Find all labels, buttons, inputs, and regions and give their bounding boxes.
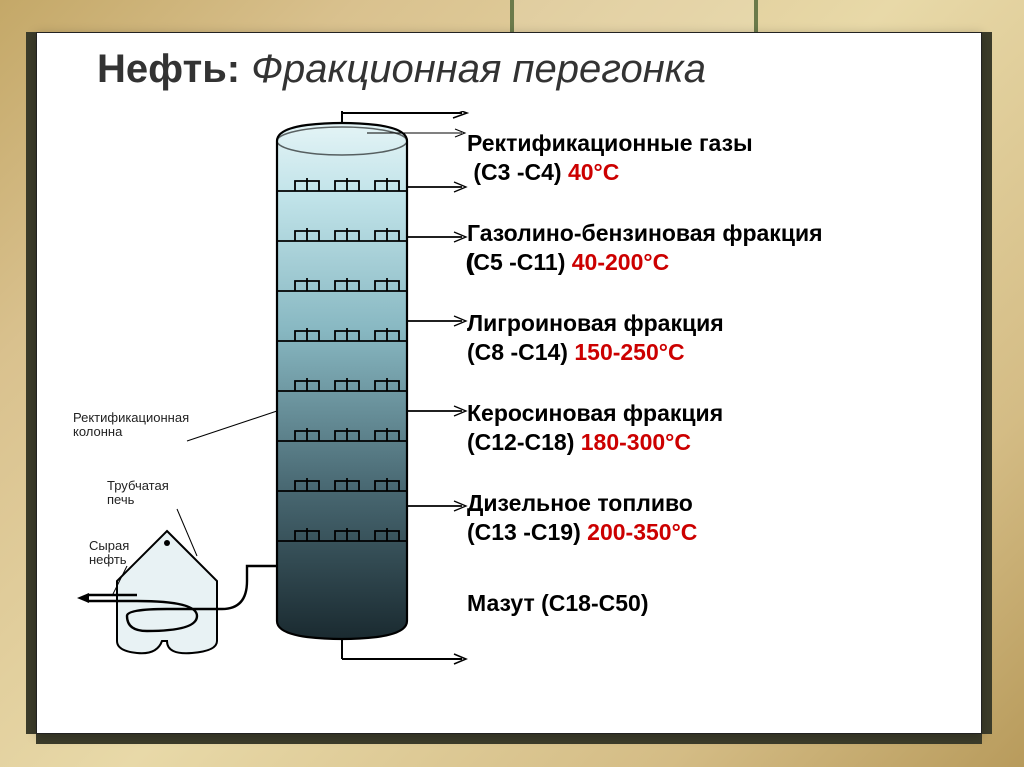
fraction-2-range: (С8 -С14) [467,339,568,365]
label-crude-text: Сырая нефть [89,538,129,567]
title-sub: Фракционная перегонка [251,47,706,91]
page-title: Нефть: Фракционная перегонка [97,47,706,92]
header-tab-decoration [510,0,758,36]
fraction-3-range: (С12-С18) [467,429,574,455]
label-furnace-text: Трубчатая печь [107,478,169,507]
title-main: Нефть: [97,47,240,91]
fraction-ligroin: Лигроиновая фракция (С8 -С14) 150-250°С [467,309,724,367]
fraction-4-temp: 200-350°С [587,519,697,545]
fraction-2-name: Лигроиновая фракция [467,310,724,336]
label-furnace: Трубчатая печь [107,479,197,508]
fraction-0-range: (С3 -С4) [473,159,561,185]
label-rect-column: Ректификационная колонна [73,411,203,440]
fraction-5-range: (С18-С50) [541,590,648,616]
fraction-3-temp: 180-300°С [581,429,691,455]
fraction-mazut: Мазут (С18-С50) [467,589,648,618]
label-rect-column-text: Ректификационная колонна [73,410,189,439]
fraction-gasoline: Газолино-бензиновая фракция ((С5 -С11) 4… [467,219,823,277]
fraction-4-range: (С13 -С19) [467,519,581,545]
fraction-5-name: Мазут [467,590,535,616]
fraction-4-name: Дизельное топливо [467,490,693,516]
slide-frame: Нефть: Фракционная перегонка [36,32,982,734]
fraction-3-name: Керосиновая фракция [467,400,723,426]
label-crude-oil: Сырая нефть [89,539,159,568]
fraction-0-name: Ректификационные газы [467,130,753,156]
fraction-1-range: (С5 -С11) [466,249,566,275]
fraction-kerosene: Керосиновая фракция (С12-С18) 180-300°С [467,399,723,457]
fraction-gases: Ректификационные газы (С3 -С4) 40°С [467,129,753,187]
fraction-2-temp: 150-250°С [574,339,684,365]
fraction-1-temp: 40-200°С [572,249,669,275]
fraction-0-temp: 40°С [568,159,619,185]
fraction-1-name: Газолино-бензиновая фракция [467,220,823,246]
distillation-diagram: Ректификационная колонна Трубчатая печь … [67,111,952,706]
fraction-diesel: Дизельное топливо (С13 -С19) 200-350°С [467,489,697,547]
